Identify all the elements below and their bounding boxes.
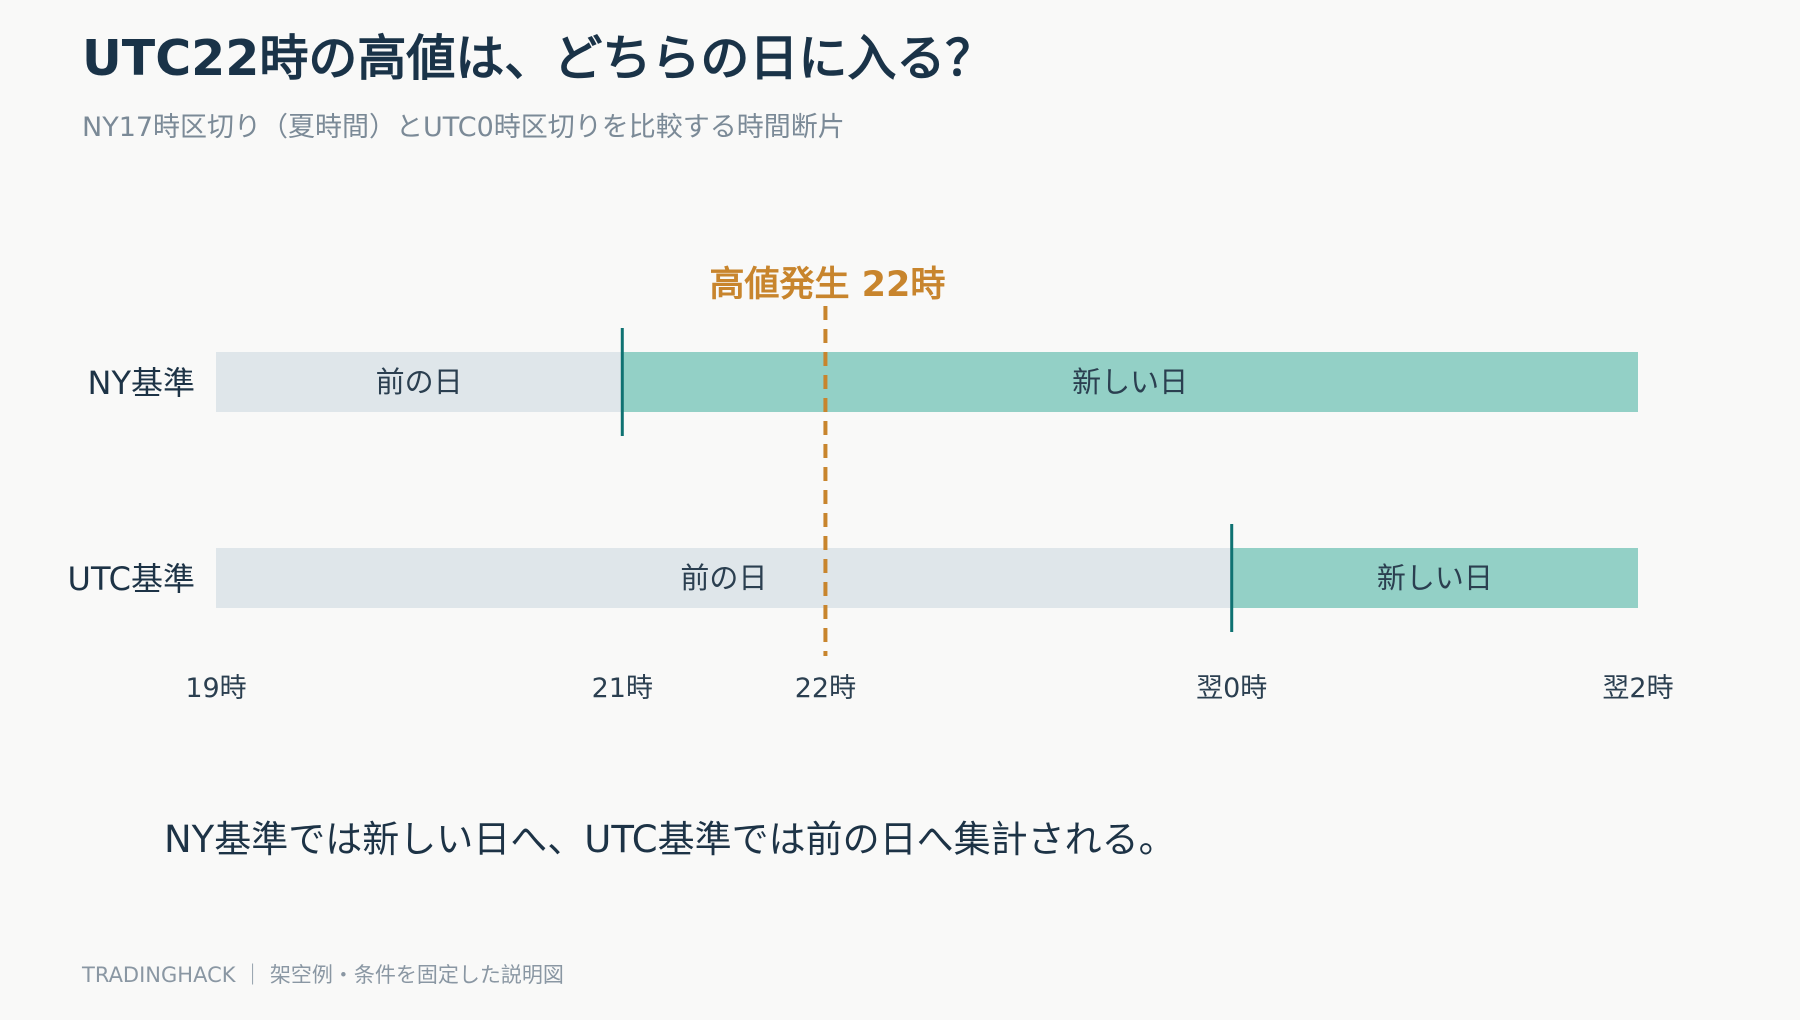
segment-label: 新しい日 [1072, 365, 1188, 399]
axis-tick-label: 22時 [795, 673, 856, 704]
page-subtitle: NY17時区切り（夏時間）とUTC0時区切りを比較する時間断片 [82, 112, 845, 143]
segment-label: 前の日 [376, 365, 463, 399]
axis-tick-label: 21時 [592, 673, 653, 704]
timeline-row: UTC基準 前の日 新しい日 [68, 524, 1638, 632]
prev-day-segment [216, 352, 623, 412]
segment-label: 前の日 [680, 561, 767, 595]
conclusion-text: NY基準では新しい日へ、UTC基準では前の日へ集計される。 [164, 818, 1176, 861]
page-title: UTC22時の高値は、どちらの日に入る？ [82, 30, 995, 87]
timeline-row: NY基準 前の日 新しい日 [88, 328, 1638, 436]
row-label: UTC基準 [68, 560, 195, 598]
prev-day-segment [216, 548, 1232, 608]
event-marker: 高値発生 22時 [709, 265, 945, 656]
segment-label: 新しい日 [1377, 561, 1493, 595]
new-day-segment [622, 352, 1638, 412]
axis-tick-label: 翌2時 [1602, 673, 1673, 704]
new-day-segment [1231, 548, 1638, 608]
axis-tick-label: 翌0時 [1196, 673, 1267, 704]
axis-tick-label: 19時 [185, 673, 246, 704]
row-label: NY基準 [88, 364, 196, 402]
time-axis: 19時 21時 22時 翌0時 翌2時 [185, 673, 1673, 704]
footer-credit: TRADINGHACK ｜ 架空例・条件を固定した説明図 [82, 963, 564, 987]
event-label: 高値発生 22時 [709, 265, 945, 305]
